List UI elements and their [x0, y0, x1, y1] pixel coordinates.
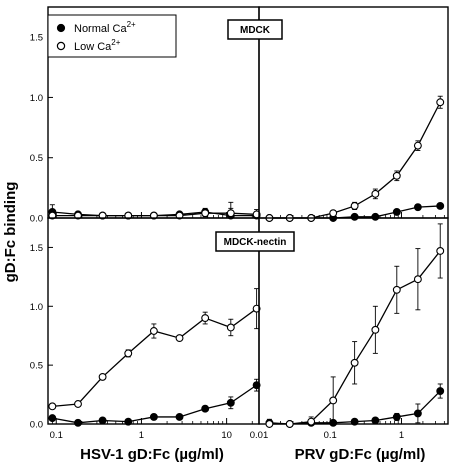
data-point-low-ca — [48, 211, 57, 220]
row-label-nectin: MDCK-nectin — [215, 231, 295, 252]
data-point-normal-ca — [226, 398, 235, 407]
series-line-low-ca — [269, 250, 441, 425]
x-axis-label-prv: PRV gD:Fc (µg/ml) — [295, 446, 426, 463]
data-point-low-ca — [392, 171, 401, 180]
panel-mdck-prv — [258, 6, 449, 222]
y-tick-label: 1.0 — [30, 302, 43, 313]
data-point-low-ca — [436, 247, 445, 255]
data-point-normal-ca — [48, 414, 57, 423]
data-point-low-ca — [371, 189, 380, 198]
series-line-low-ca — [269, 101, 441, 219]
data-point-low-ca — [226, 323, 235, 332]
y-tick-label: 1.5 — [30, 243, 43, 254]
y-axis-label: gD:Fc binding — [2, 182, 19, 283]
legend-label-normal: Normal Ca2+ — [74, 20, 136, 35]
data-point-low-ca — [175, 211, 184, 220]
data-point-low-ca — [285, 420, 294, 428]
data-point-low-ca — [350, 201, 359, 210]
data-point-low-ca — [175, 334, 184, 343]
data-point-normal-ca — [175, 412, 184, 421]
data-point-low-ca — [201, 209, 210, 218]
data-point-low-ca — [124, 349, 133, 358]
x-tick-label: 0.1 — [50, 430, 63, 441]
y-tick-label: 0.0 — [30, 214, 43, 225]
y-tick-label: 0.5 — [30, 153, 43, 164]
data-point-normal-ca — [392, 412, 401, 421]
legend-marker-normal — [56, 23, 66, 33]
y-tick-label: 1.0 — [30, 93, 43, 104]
y-tick-label: 1.5 — [30, 33, 43, 44]
data-point-normal-ca — [413, 203, 422, 212]
x-tick-label: 1 — [139, 430, 144, 441]
x-axis-label-hsv: HSV-1 gD:Fc (µg/ml) — [80, 446, 224, 463]
y-tick-label: 0.0 — [30, 420, 43, 431]
data-point-normal-ca — [371, 212, 380, 221]
data-point-low-ca — [149, 327, 158, 335]
legend: Normal Ca2+ Low Ca2+ — [47, 14, 177, 58]
data-point-low-ca — [265, 420, 274, 428]
data-point-low-ca — [226, 209, 235, 218]
series-line-low-ca — [52, 308, 257, 407]
data-point-low-ca — [392, 285, 401, 294]
x-tick-label: 10 — [221, 430, 232, 441]
data-point-low-ca — [329, 209, 338, 218]
data-point-low-ca — [98, 211, 107, 220]
panel-frame — [258, 6, 449, 219]
data-point-low-ca — [98, 372, 107, 381]
x-tick-label: 0.01 — [250, 430, 269, 441]
data-point-low-ca — [74, 400, 82, 408]
data-point-low-ca — [124, 211, 133, 220]
panel-nectin-prv: 0.01 0.1 1 — [250, 217, 449, 441]
data-point-normal-ca — [392, 208, 401, 216]
data-point-low-ca — [413, 141, 422, 150]
data-point-normal-ca — [350, 212, 359, 221]
data-point-normal-ca — [201, 404, 210, 413]
data-point-low-ca — [413, 275, 422, 284]
row-label-nectin-text: MDCK-nectin — [224, 237, 287, 248]
row-label-mdck: MDCK — [227, 19, 283, 40]
data-point-normal-ca — [413, 409, 422, 418]
data-point-low-ca — [350, 358, 359, 367]
data-point-low-ca — [436, 98, 445, 107]
data-point-low-ca — [201, 314, 210, 323]
x-tick-label: 0.1 — [324, 430, 337, 441]
row-label-mdck-text: MDCK — [240, 25, 271, 36]
legend-label-low: Low Ca2+ — [74, 38, 121, 53]
data-point-low-ca — [371, 325, 380, 334]
data-point-normal-ca — [149, 412, 158, 421]
data-point-low-ca — [307, 417, 316, 426]
data-point-low-ca — [74, 211, 82, 220]
data-point-low-ca — [48, 402, 57, 411]
data-point-normal-ca — [98, 416, 107, 425]
panel-nectin-hsv: 0.1 1 10 0.0 0.5 1.0 1.5 — [30, 217, 261, 441]
data-point-normal-ca — [371, 416, 380, 425]
data-point-normal-ca — [124, 417, 133, 426]
data-point-normal-ca — [74, 418, 82, 427]
data-point-normal-ca — [436, 201, 445, 210]
x-tick-label: 1 — [399, 430, 404, 441]
data-point-normal-ca — [350, 417, 359, 426]
data-point-low-ca — [149, 211, 158, 220]
legend-marker-low — [56, 41, 66, 51]
data-point-low-ca — [329, 396, 338, 405]
y-tick-label: 0.5 — [30, 361, 43, 372]
data-point-normal-ca — [436, 387, 445, 395]
